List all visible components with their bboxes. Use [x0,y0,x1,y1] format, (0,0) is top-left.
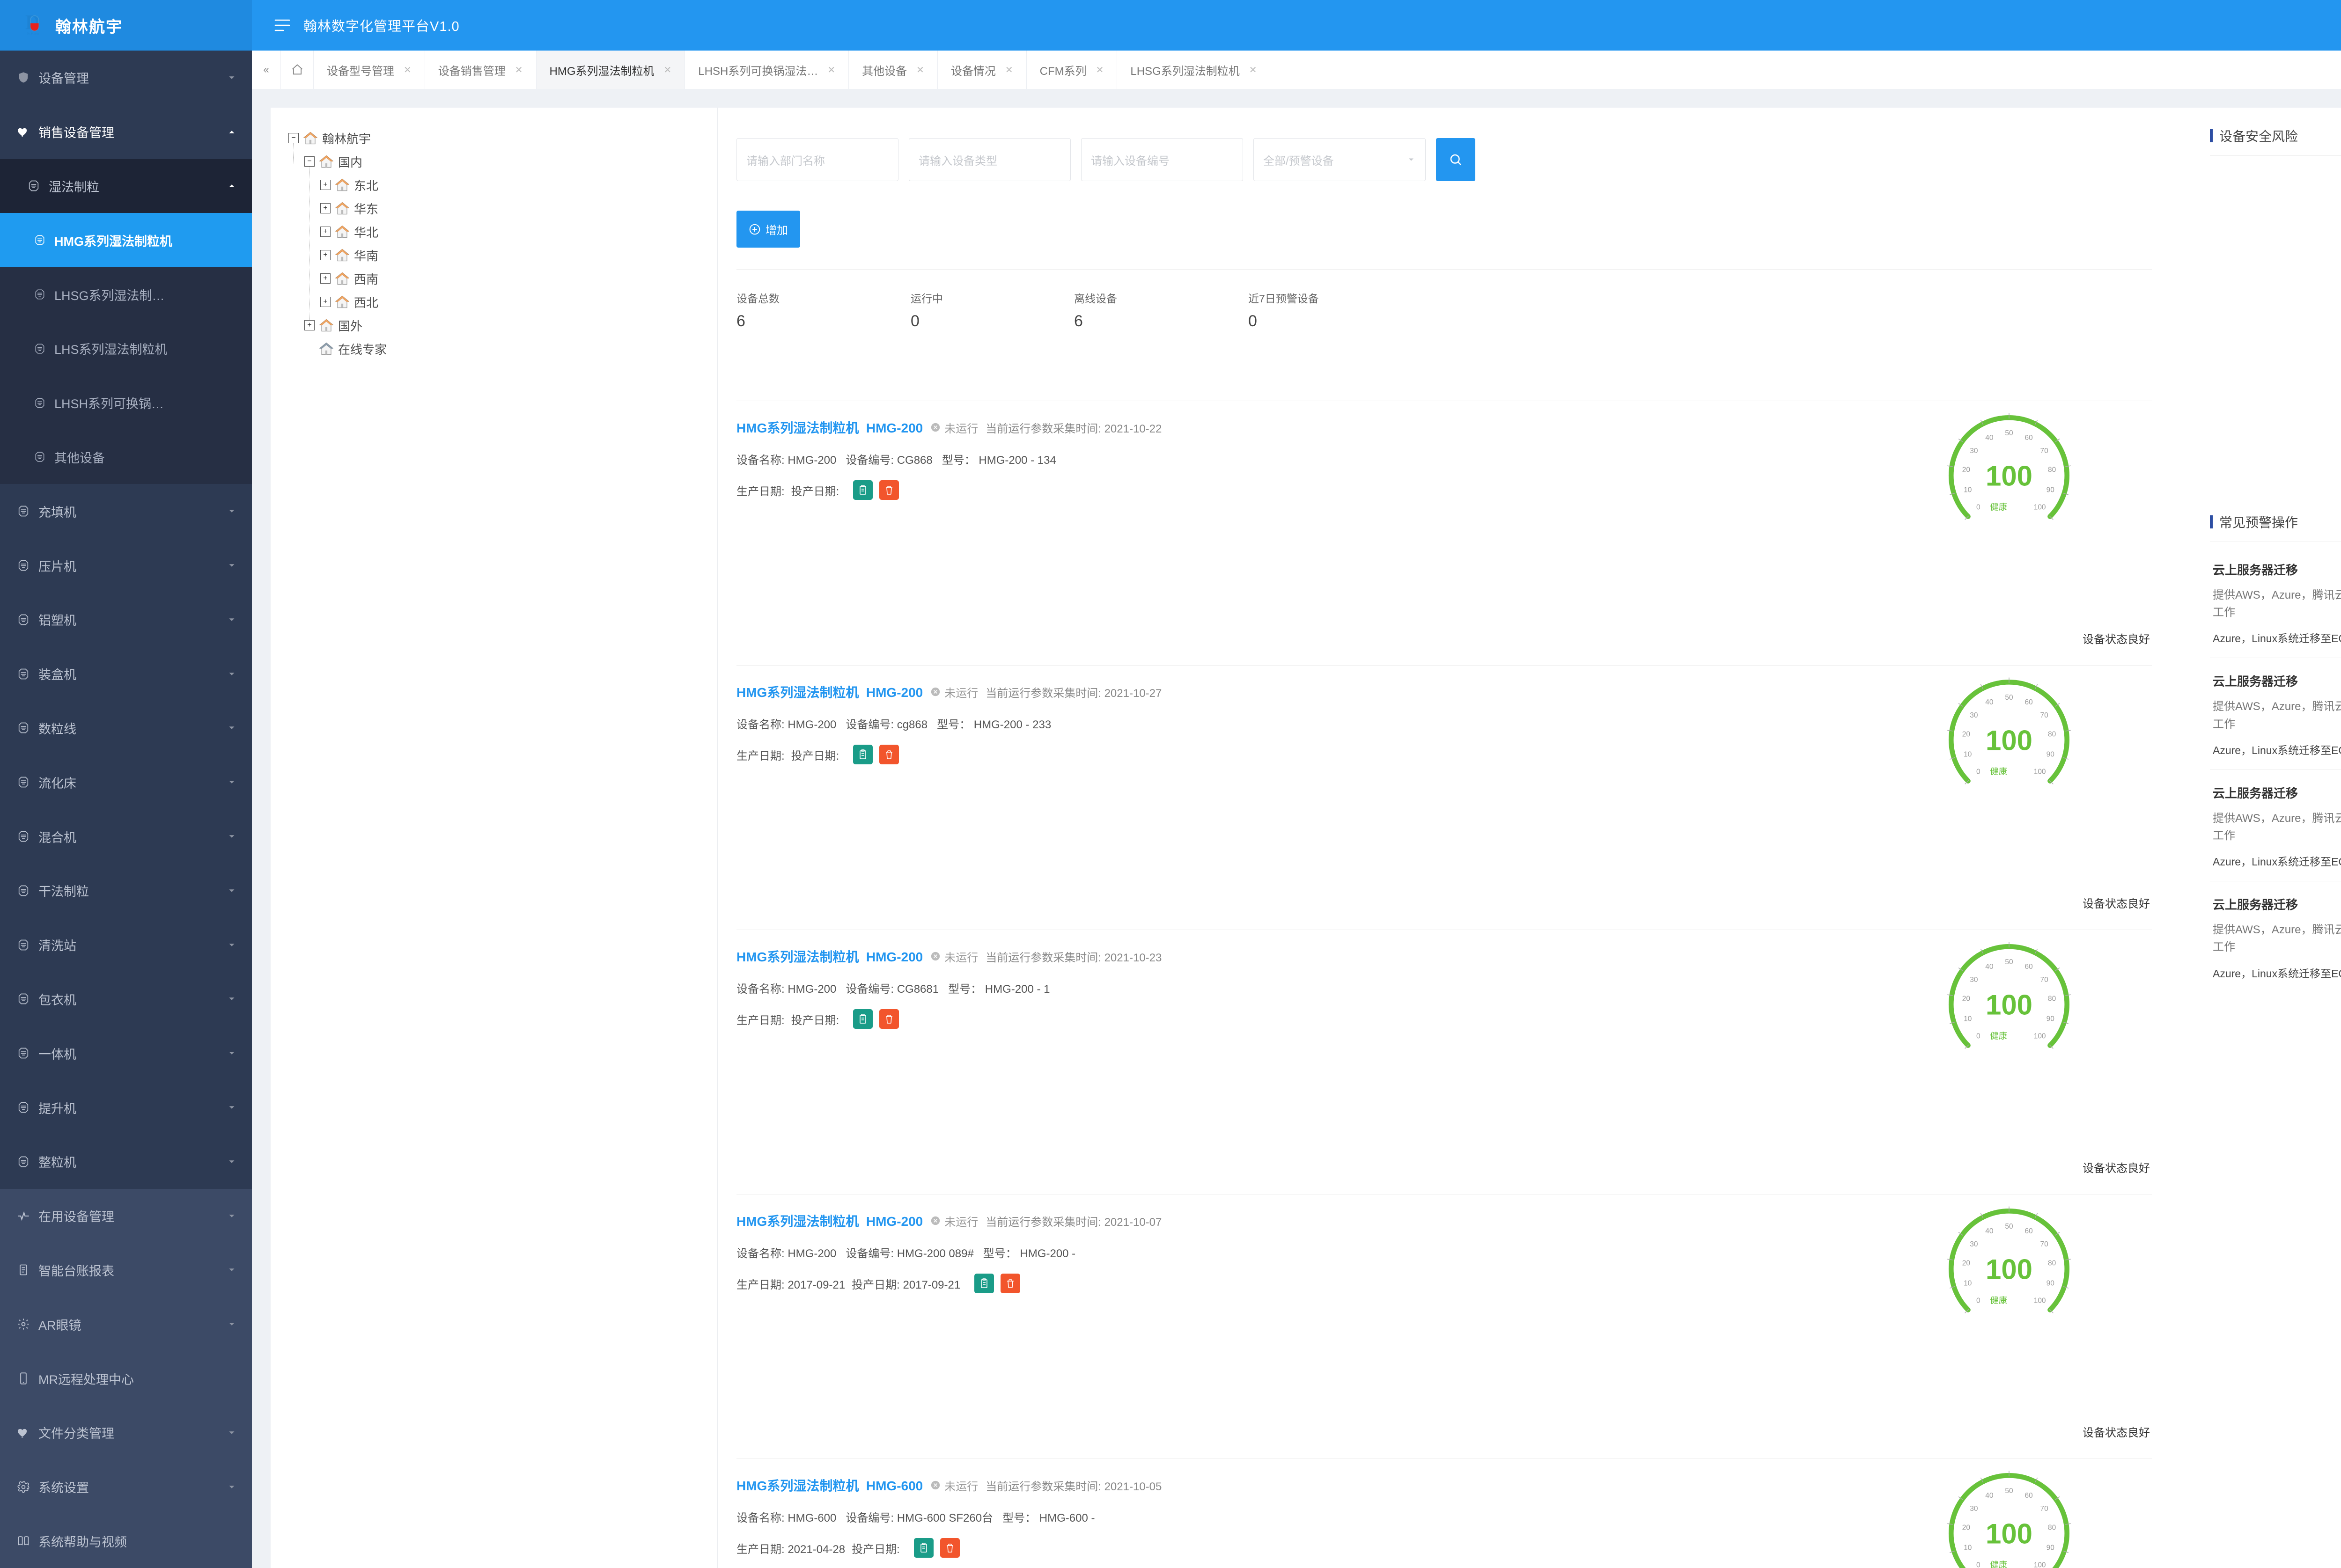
svg-text:Dr. Pharm: Dr. Pharm [27,32,39,35]
